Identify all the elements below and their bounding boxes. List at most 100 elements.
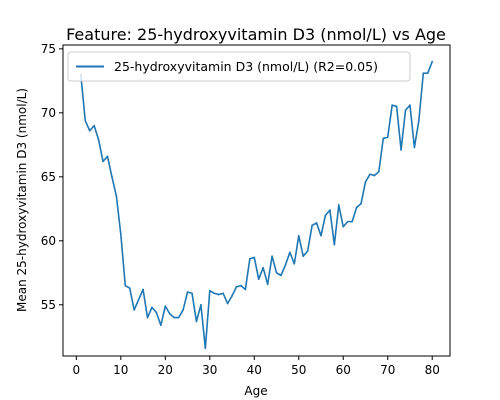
data-point — [320, 234, 322, 237]
data-point — [182, 309, 184, 311]
data-point — [151, 306, 153, 309]
data-point — [253, 256, 256, 259]
x-tick-label: 0 — [73, 363, 81, 377]
data-point — [262, 266, 264, 269]
data-point — [329, 209, 331, 211]
data-point — [346, 220, 349, 223]
data-point — [306, 250, 309, 252]
plot-area: 0 10 20 30 40 50 60 70 80 55 60 65 70 75 — [41, 42, 451, 377]
data-point — [404, 109, 407, 112]
data-point — [400, 149, 402, 151]
data-point — [302, 255, 305, 257]
y-tick-label: 65 — [41, 170, 56, 184]
axes-frame — [62, 44, 451, 357]
data-point — [249, 257, 251, 260]
data-point — [409, 104, 411, 106]
data-point — [271, 255, 273, 257]
data-point — [311, 224, 313, 227]
data-point — [240, 284, 242, 287]
data-point — [351, 220, 353, 223]
data-point — [124, 284, 127, 287]
y-axis-ticks: 55 60 65 70 75 — [41, 42, 63, 312]
data-point — [418, 119, 420, 122]
series-layer — [79, 60, 434, 350]
data-point — [88, 129, 91, 132]
data-point — [280, 274, 282, 277]
data-point — [231, 295, 233, 297]
data-point — [200, 304, 202, 306]
data-point — [106, 155, 109, 158]
data-point — [84, 119, 87, 122]
data-point — [284, 264, 287, 266]
data-point — [137, 298, 140, 301]
data-point — [97, 138, 100, 141]
data-point — [244, 288, 247, 291]
data-point — [431, 60, 434, 63]
data-point — [324, 214, 327, 217]
data-point — [315, 222, 318, 224]
y-tick-label: 55 — [41, 298, 56, 312]
data-point — [222, 292, 224, 295]
x-tick-label: 30 — [202, 363, 217, 377]
data-point — [195, 320, 198, 323]
data-point — [133, 309, 135, 311]
y-tick-label: 60 — [41, 234, 56, 248]
data-point — [355, 206, 358, 209]
data-point — [413, 146, 416, 149]
data-point — [333, 243, 336, 246]
chart-title: Feature: 25-hydroxyvitamin D3 (nmol/L) v… — [66, 25, 446, 44]
data-point — [142, 288, 144, 291]
data-point — [426, 72, 429, 74]
x-axis-label: Age — [244, 384, 267, 398]
data-point — [257, 278, 260, 281]
data-point — [93, 124, 95, 127]
data-point — [146, 316, 149, 319]
data-point — [289, 251, 291, 254]
data-point — [373, 174, 376, 177]
data-point — [293, 263, 296, 265]
data-point — [168, 312, 171, 315]
data-point — [235, 286, 238, 288]
data-point — [177, 316, 180, 319]
legend: 25-hydroxyvitamin D3 (nmol/L) (R2=0.05) — [67, 51, 411, 82]
x-tick-label: 70 — [380, 363, 395, 377]
data-point — [115, 195, 118, 197]
x-tick-label: 60 — [336, 363, 351, 377]
data-point — [275, 272, 278, 274]
data-point — [226, 302, 229, 305]
y-tick-label: 70 — [41, 106, 56, 120]
data-point — [111, 176, 113, 178]
x-tick-label: 10 — [113, 363, 128, 377]
data-point — [342, 225, 345, 228]
data-point — [364, 181, 367, 183]
y-axis-label: Mean 25-hydroxyvitamin D3 (nmol/L) — [15, 88, 29, 312]
data-point — [217, 293, 220, 296]
legend-box — [67, 51, 411, 82]
data-point — [395, 105, 398, 108]
x-tick-label: 50 — [291, 363, 306, 377]
x-tick-label: 40 — [247, 363, 262, 377]
data-point — [186, 291, 189, 293]
data-point — [297, 234, 300, 237]
data-point — [208, 289, 211, 292]
legend-label: 25-hydroxyvitamin D3 (nmol/L) (R2=0.05) — [114, 59, 378, 74]
x-tick-label: 20 — [158, 363, 173, 377]
data-point — [128, 287, 131, 289]
data-point — [422, 72, 425, 74]
data-point — [378, 170, 380, 173]
data-point — [102, 160, 104, 163]
y-tick-label: 75 — [41, 42, 56, 56]
data-point — [164, 305, 167, 307]
data-point — [369, 173, 371, 176]
data-point — [386, 136, 389, 138]
data-point — [173, 316, 176, 319]
data-point — [266, 283, 269, 286]
data-point — [382, 137, 385, 140]
x-tick-label: 80 — [425, 363, 440, 377]
data-point — [120, 233, 122, 236]
x-axis-ticks: 0 10 20 30 40 50 60 70 80 — [73, 356, 440, 377]
data-point — [204, 347, 207, 350]
data-point — [160, 324, 162, 327]
data-point — [213, 292, 216, 295]
